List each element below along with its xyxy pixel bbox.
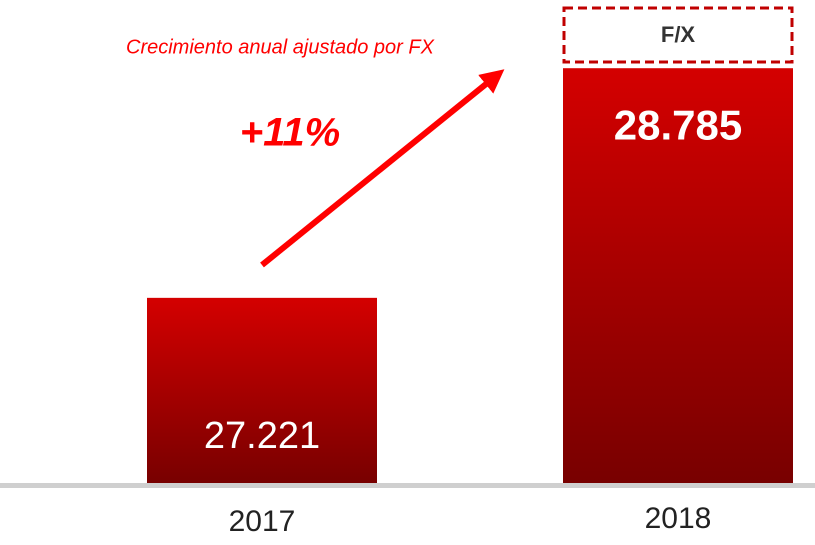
value-label: 28.785 [614, 101, 742, 148]
bar [147, 297, 377, 483]
baseline [0, 483, 815, 488]
value-label: 27.221 [204, 415, 320, 457]
growth-arrow [260, 69, 505, 268]
fx-label: F/X [661, 22, 696, 47]
x-tick-label: 2018 [645, 502, 712, 535]
annotation: Crecimiento anual ajustado por FX [126, 36, 435, 58]
x-tick-label: 2017 [229, 505, 296, 538]
fx-box [562, 6, 794, 64]
bar [563, 68, 793, 484]
growth-label: +11% [240, 111, 340, 155]
